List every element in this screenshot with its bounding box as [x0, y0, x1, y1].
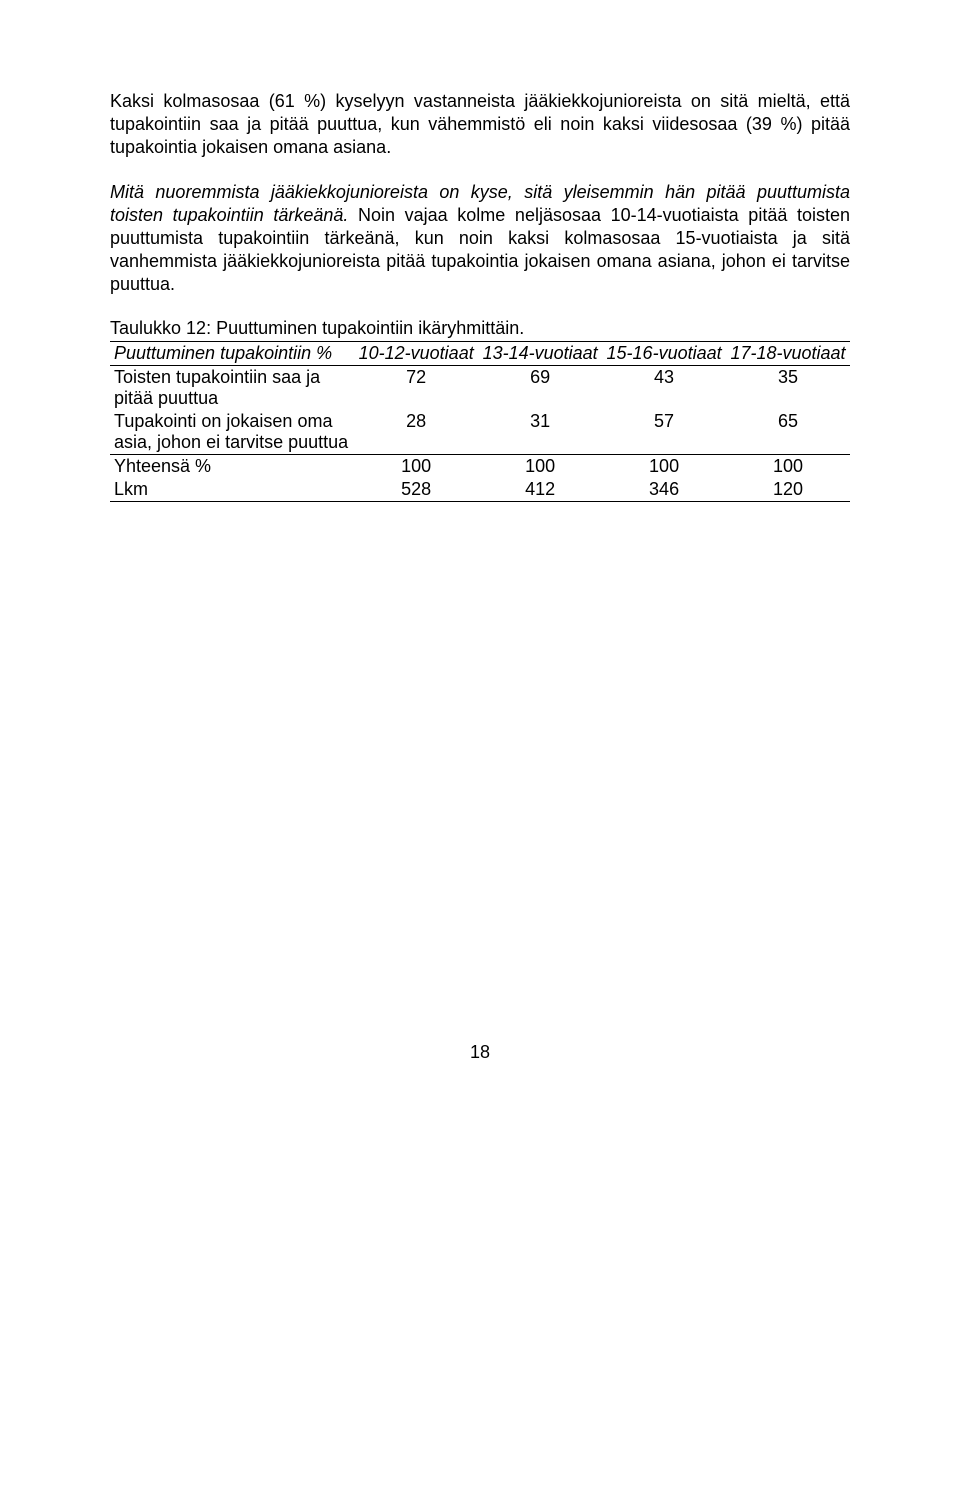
- document-page: Kaksi kolmasosaa (61 %) kyselyyn vastann…: [0, 0, 960, 502]
- table-caption: Taulukko 12: Puuttuminen tupakointiin ik…: [110, 318, 850, 339]
- table-cell: 69: [478, 366, 602, 411]
- table-cell: 57: [602, 410, 726, 455]
- page-number: 18: [0, 1002, 960, 1123]
- table-header-col2: 13-14-vuotiaat: [478, 342, 602, 366]
- table-cell: 72: [354, 366, 478, 411]
- table-row: Tupakointi on jokaisen oma asia, johon e…: [110, 410, 850, 455]
- table-row-label: Tupakointi on jokaisen oma asia, johon e…: [110, 410, 354, 455]
- table-cell: 528: [354, 478, 478, 502]
- table-cell: 31: [478, 410, 602, 455]
- paragraph-1: Kaksi kolmasosaa (61 %) kyselyyn vastann…: [110, 90, 850, 159]
- table-row: Yhteensä % 100 100 100 100: [110, 455, 850, 479]
- table-cell: 28: [354, 410, 478, 455]
- table-cell: 100: [354, 455, 478, 479]
- table-cell: 412: [478, 478, 602, 502]
- table-row-label: Toisten tupakointiin saa ja pitää puuttu…: [110, 366, 354, 411]
- table-cell: 35: [726, 366, 850, 411]
- paragraph-2: Mitä nuoremmista jääkiekkojunioreista on…: [110, 181, 850, 296]
- table-cell: 100: [478, 455, 602, 479]
- table-row-label: Yhteensä %: [110, 455, 354, 479]
- table-cell: 120: [726, 478, 850, 502]
- table-header-col3: 15-16-vuotiaat: [602, 342, 726, 366]
- table-header-label: Puuttuminen tupakointiin %: [110, 342, 354, 366]
- table-cell: 43: [602, 366, 726, 411]
- table-row: Lkm 528 412 346 120: [110, 478, 850, 502]
- table-cell: 65: [726, 410, 850, 455]
- table-cell: 100: [726, 455, 850, 479]
- table-row-label: Lkm: [110, 478, 354, 502]
- table-header-col4: 17-18-vuotiaat: [726, 342, 850, 366]
- table-header-row: Puuttuminen tupakointiin % 10-12-vuotiaa…: [110, 342, 850, 366]
- table-cell: 346: [602, 478, 726, 502]
- table-cell: 100: [602, 455, 726, 479]
- table-header-col1: 10-12-vuotiaat: [354, 342, 478, 366]
- data-table: Puuttuminen tupakointiin % 10-12-vuotiaa…: [110, 341, 850, 502]
- table-row: Toisten tupakointiin saa ja pitää puuttu…: [110, 366, 850, 411]
